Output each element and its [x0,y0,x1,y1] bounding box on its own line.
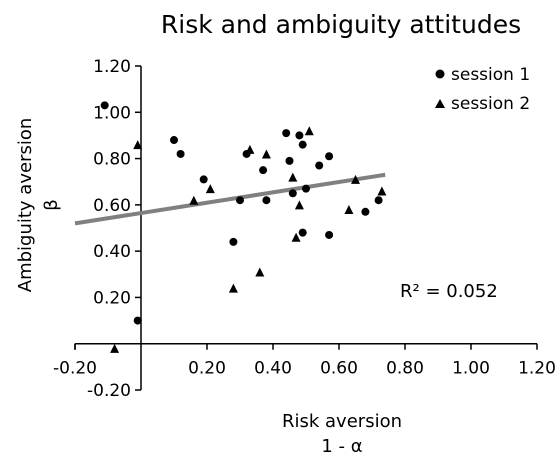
y-tick-label: 0.20 [93,288,131,308]
legend: session 1 session 2 [435,65,530,114]
data-point-session-2 [189,195,199,205]
legend-label-session-1: session 1 [451,65,530,85]
x-tick-label: 1.20 [518,359,556,379]
data-point-session-1 [229,237,238,246]
data-point-session-1 [100,101,109,110]
y-tick-label: 1.20 [93,57,131,77]
data-point-session-2 [351,174,360,184]
x-tick-label: 0.60 [320,359,358,379]
legend-label-session-2: session 2 [451,94,530,114]
y-ticks: -0.20 0.20 0.40 0.60 0.80 1.00 1.20 [87,57,141,401]
data-point-session-1 [298,140,307,149]
data-point-session-1 [199,175,208,184]
data-point-session-1 [282,129,291,138]
data-point-session-1 [288,189,297,198]
data-point-session-1 [259,166,268,175]
y-axis-label: Ambiguity aversion [15,118,36,293]
x-tick-label: -0.20 [53,359,97,379]
data-point-session-2 [245,144,255,154]
data-point-session-1 [176,149,185,158]
x-tick-label: 1.00 [452,359,490,379]
x-tick-label: 0.20 [188,359,226,379]
y-tick-label: 0.80 [93,150,131,170]
data-point-session-1 [236,196,244,205]
data-point-session-1 [325,230,334,239]
data-point-session-2 [110,343,120,353]
data-point-session-2 [228,283,238,293]
data-point-session-2 [288,172,298,182]
data-point-session-1 [295,131,304,140]
data-point-session-2 [255,267,265,277]
data-point-session-2 [377,186,387,196]
data-point-session-2 [291,232,301,242]
y-tick-label: 1.00 [93,103,131,123]
chart-title: Risk and ambiguity attitudes [161,10,521,39]
data-point-session-2 [261,149,271,159]
data-point-session-1 [302,184,310,193]
x-axis-label: Risk aversion [282,411,402,432]
y-axis-symbol: β [41,199,62,211]
data-point-session-1 [285,156,294,165]
y-tick-label: -0.20 [87,381,131,401]
data-point-session-1 [298,228,307,237]
data-point-session-1 [133,316,142,325]
trendline [74,172,386,226]
data-point-session-1 [374,196,383,205]
data-point-session-2 [294,200,304,210]
data-point-session-1 [325,152,334,161]
y-tick-label: 0.60 [93,196,131,216]
data-point-session-1 [170,136,178,145]
x-tick-label: 0.80 [386,359,424,379]
data-point-session-2 [344,204,354,214]
data-point-session-2 [304,126,314,136]
data-point-session-2 [205,184,215,194]
data-point-session-1 [361,207,370,216]
data-points [100,101,387,353]
x-axis-symbol: 1 - α [321,436,362,457]
axes [75,66,537,390]
data-point-session-1 [315,161,324,170]
x-ticks: -0.20 0.20 0.40 0.60 0.80 1.00 1.20 [53,343,556,379]
x-tick-label: 0.40 [254,359,292,379]
legend-marker-session-2 [435,99,445,108]
r-squared-annotation: R² = 0.052 [400,281,498,302]
data-point-session-1 [262,196,271,205]
legend-marker-session-1 [435,69,445,79]
data-point-session-2 [133,140,143,150]
y-tick-label: 0.40 [93,242,131,262]
